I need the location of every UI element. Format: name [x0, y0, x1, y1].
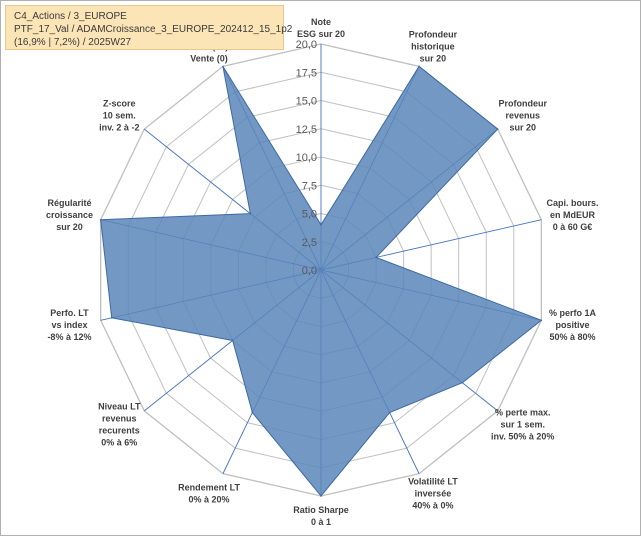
- data-point: [388, 411, 391, 414]
- axis-label: Capi. bours. en MdEUR 0 à 60 G€: [547, 198, 599, 232]
- tick-label: 20,0: [296, 39, 317, 51]
- data-point: [375, 256, 377, 259]
- axis-label: Note ESG sur 20: [297, 17, 345, 39]
- tick-label: 7,5: [302, 180, 317, 192]
- data-point: [320, 224, 322, 226]
- data-point: [418, 65, 420, 68]
- axis-label: % perfo 1A positive 50% à 80%: [549, 308, 597, 342]
- data-point: [231, 339, 234, 342]
- axis-label: Volatilité LT inversée 40% à 0%: [408, 476, 458, 510]
- axis-label: Ratio Sharpe 0 à 1: [293, 505, 349, 527]
- axis-label: Z-score 10 sem. inv. 2 à -2: [99, 98, 139, 132]
- data-point: [496, 128, 499, 130]
- data-point: [461, 381, 464, 384]
- info-line-1: C4_Actions / 3_EUROPE: [14, 11, 127, 22]
- axis-label: % perte max. sur 1 sem. inv. 50% à 20%: [491, 408, 554, 442]
- tick-labels: 0,0 2,5 5,0 7,5 10,0 12,5 15,0 17,5 20,0: [296, 39, 317, 277]
- axis-label: Régularité croissance sur 20: [46, 198, 93, 232]
- data-point: [320, 495, 322, 497]
- data-point: [251, 411, 254, 414]
- data-point: [540, 319, 543, 322]
- axis-label: Perfo. LT vs index -8% à 12%: [47, 308, 91, 342]
- data-layer: [99, 65, 543, 497]
- tick-label: 17,5: [296, 67, 317, 79]
- tick-label: 2,5: [302, 237, 317, 249]
- axis-label: Profondeur revenus sur 20: [498, 98, 547, 132]
- data-point: [110, 316, 113, 319]
- data-point: [222, 65, 224, 68]
- tick-label: 10,0: [296, 152, 317, 164]
- info-line-2: PTF_17_Val / ADAMCroissance_3_EUROPE_202…: [14, 24, 293, 35]
- axis-label: Profondeur historique sur 20: [409, 30, 458, 64]
- data-point: [99, 218, 102, 221]
- portfolio-info-box: C4_Actions / 3_EUROPE PTF_17_Val / ADAMC…: [5, 5, 292, 50]
- tick-label: 15,0: [296, 96, 317, 108]
- data-point: [249, 212, 252, 215]
- axis-label: Niveau LT revenus recurents 0% à 6%: [98, 402, 141, 448]
- tick-label: 5,0: [302, 209, 317, 221]
- axis-label: Rendement LT 0% à 20%: [178, 482, 240, 504]
- info-line-3: (16,9% | 7,2%) / 2025W27: [14, 37, 132, 48]
- tick-label: 12,5: [296, 124, 317, 136]
- tick-label: 0,0: [302, 265, 317, 277]
